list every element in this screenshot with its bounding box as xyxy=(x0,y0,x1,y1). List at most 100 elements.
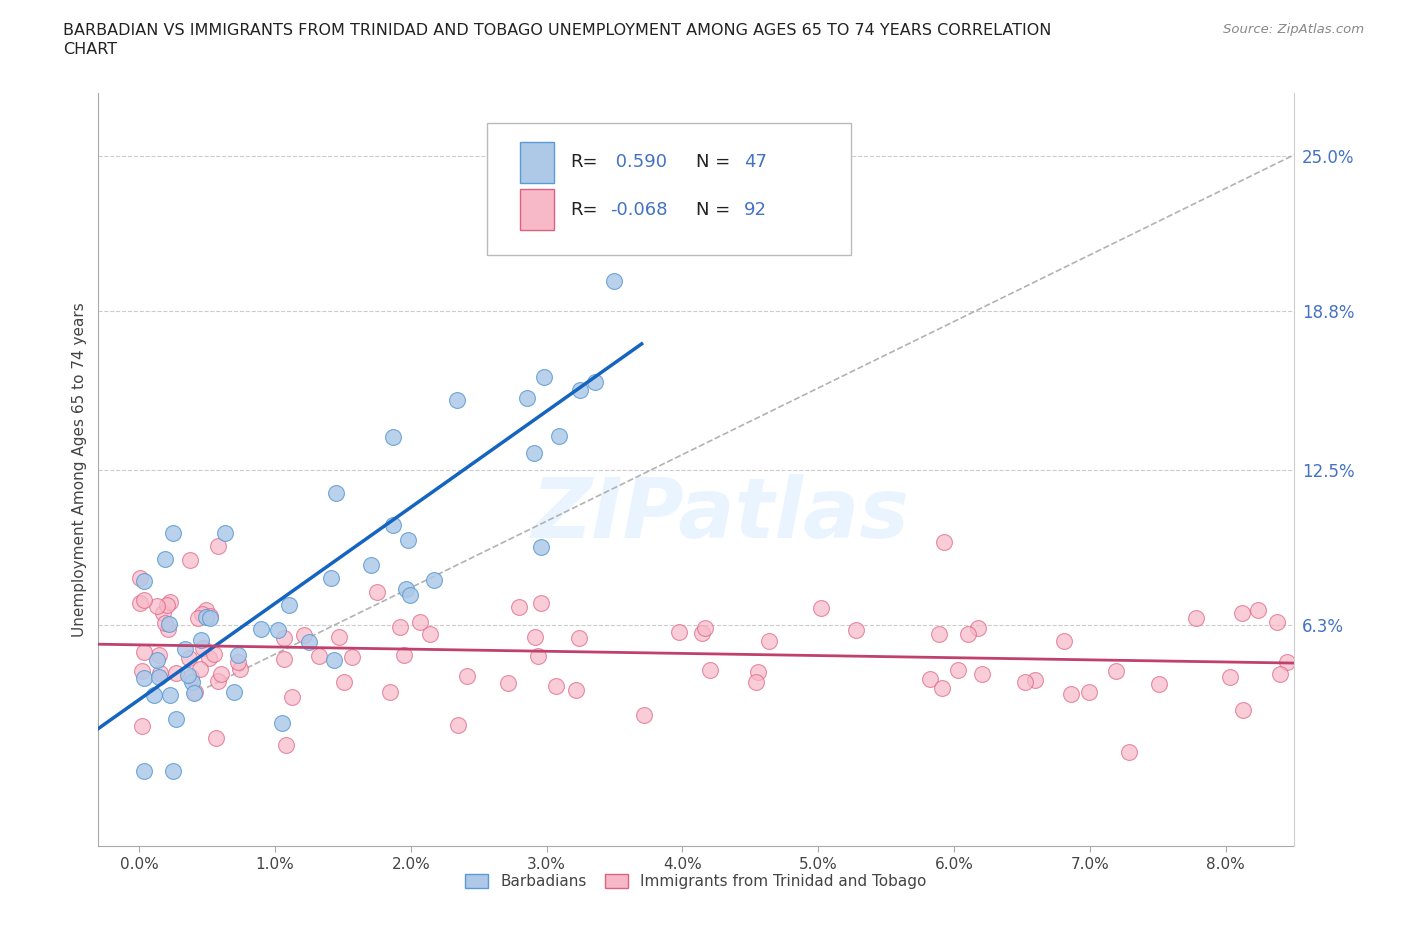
Point xyxy=(1265,615,1288,630)
Point xyxy=(699,663,721,678)
Point xyxy=(967,620,990,635)
Text: 0.590: 0.590 xyxy=(610,153,666,171)
Point xyxy=(298,634,321,649)
Point xyxy=(378,684,401,699)
Point xyxy=(250,621,273,636)
Point xyxy=(322,653,344,668)
Point xyxy=(845,623,868,638)
Point xyxy=(546,679,568,694)
Point xyxy=(633,708,655,723)
Point xyxy=(226,654,249,669)
Point xyxy=(156,598,179,613)
Point xyxy=(183,684,205,699)
Legend: Barbadians, Immigrants from Trinidad and Tobago: Barbadians, Immigrants from Trinidad and… xyxy=(460,868,932,896)
Point xyxy=(200,609,222,624)
Point xyxy=(187,610,209,625)
Point xyxy=(447,717,470,732)
Point xyxy=(142,687,165,702)
Point xyxy=(1014,674,1036,689)
Point xyxy=(446,392,468,407)
Point xyxy=(1060,687,1083,702)
Point xyxy=(277,597,299,612)
Point xyxy=(328,630,350,644)
Point xyxy=(267,622,290,637)
Point xyxy=(319,571,342,586)
Point xyxy=(747,664,769,679)
Point xyxy=(132,644,155,659)
Point xyxy=(200,611,222,626)
Point xyxy=(1105,663,1128,678)
Point xyxy=(159,594,181,609)
Point xyxy=(149,666,172,681)
Point xyxy=(165,666,187,681)
Point xyxy=(146,652,169,667)
Point xyxy=(395,581,418,596)
Point xyxy=(207,673,229,688)
Point xyxy=(695,620,717,635)
FancyBboxPatch shape xyxy=(520,189,554,231)
Point xyxy=(1219,670,1241,684)
Point xyxy=(209,667,232,682)
Point xyxy=(153,615,176,630)
Point xyxy=(228,647,250,662)
Point xyxy=(568,382,591,397)
Point xyxy=(180,670,202,684)
Point xyxy=(188,661,211,676)
FancyBboxPatch shape xyxy=(486,123,852,255)
Point xyxy=(157,617,180,631)
Point xyxy=(918,672,941,687)
Point xyxy=(333,674,356,689)
Point xyxy=(1232,703,1254,718)
FancyBboxPatch shape xyxy=(520,141,554,183)
Point xyxy=(928,627,950,642)
Point xyxy=(205,730,228,745)
Point xyxy=(957,627,980,642)
Point xyxy=(946,662,969,677)
Point xyxy=(419,627,441,642)
Point xyxy=(340,649,363,664)
Point xyxy=(191,606,214,621)
Point xyxy=(177,651,200,666)
Point xyxy=(224,684,246,699)
Point xyxy=(381,517,404,532)
Point xyxy=(564,683,586,698)
Point xyxy=(207,538,229,553)
Point xyxy=(523,446,546,461)
Point xyxy=(131,718,153,733)
Point xyxy=(617,148,640,164)
Point xyxy=(132,671,155,685)
Point xyxy=(281,689,304,704)
Point xyxy=(179,552,201,567)
Point xyxy=(148,670,170,684)
Point xyxy=(202,647,225,662)
Point xyxy=(134,574,156,589)
Point xyxy=(132,764,155,778)
Point xyxy=(745,674,768,689)
Point xyxy=(308,648,330,663)
Point xyxy=(508,599,530,614)
Point xyxy=(523,630,546,644)
Point xyxy=(146,598,169,613)
Point xyxy=(603,273,626,288)
Point xyxy=(583,374,606,389)
Point xyxy=(190,632,212,647)
Point xyxy=(668,624,690,639)
Point xyxy=(931,681,953,696)
Point xyxy=(1078,684,1101,699)
Point xyxy=(159,688,181,703)
Text: R=: R= xyxy=(571,153,598,171)
Point xyxy=(498,675,520,690)
Point xyxy=(1185,610,1208,625)
Text: -0.068: -0.068 xyxy=(610,201,668,219)
Text: 47: 47 xyxy=(744,153,766,171)
Point xyxy=(131,663,153,678)
Point xyxy=(229,661,252,676)
Point xyxy=(325,485,347,500)
Point xyxy=(366,585,388,600)
Point xyxy=(162,525,184,540)
Point xyxy=(194,609,217,624)
Point xyxy=(274,737,297,752)
Point xyxy=(530,539,553,554)
Point xyxy=(128,570,150,585)
Point xyxy=(1270,666,1292,681)
